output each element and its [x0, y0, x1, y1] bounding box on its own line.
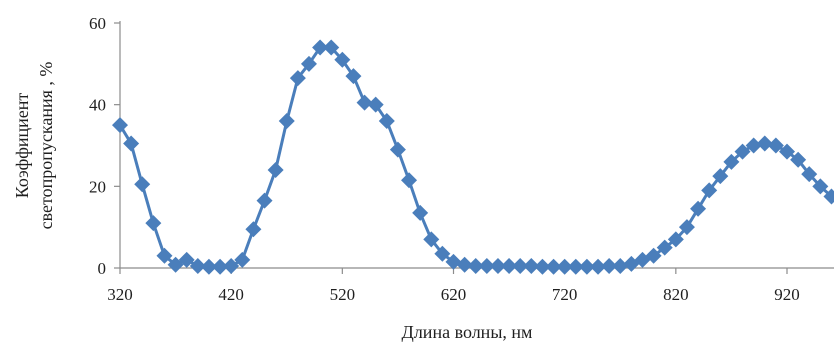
data-point-marker: [456, 256, 473, 273]
series-transmittance: [112, 39, 834, 275]
data-point-marker: [267, 162, 284, 178]
data-point-marker: [378, 113, 395, 129]
data-point-marker: [667, 231, 684, 248]
data-point-marker: [767, 137, 784, 154]
data-point-marker: [612, 257, 629, 274]
x-tick-label: 920: [774, 285, 800, 304]
y-axis-title-line-2: светопропускания , %: [36, 62, 56, 230]
data-point-marker: [234, 251, 251, 268]
axes: [114, 21, 834, 274]
data-point-marker: [112, 117, 128, 134]
data-point-marker: [545, 258, 562, 275]
data-point-marker: [723, 153, 740, 170]
data-point-marker: [678, 219, 695, 236]
data-point-marker: [779, 143, 795, 160]
data-point-marker: [534, 258, 551, 275]
data-point-marker: [367, 96, 384, 113]
data-point-marker: [167, 256, 184, 273]
axis-titles: Длина волны, нм Коэффициент светопропуск…: [12, 62, 532, 342]
data-point-marker: [123, 135, 140, 152]
data-point-marker: [223, 257, 240, 274]
data-point-marker: [812, 178, 829, 195]
data-point-marker: [556, 258, 573, 275]
data-point-marker: [145, 215, 162, 232]
data-point-marker: [523, 257, 540, 274]
data-point-marker: [401, 172, 418, 189]
data-point-marker: [590, 258, 607, 275]
data-point-marker: [623, 255, 640, 272]
data-point-marker: [656, 239, 673, 256]
data-point-marker: [312, 39, 329, 56]
data-point-marker: [178, 251, 195, 268]
x-tick-label: 720: [552, 285, 578, 304]
x-tick-label: 420: [218, 285, 244, 304]
data-point-marker: [423, 231, 440, 248]
data-point-marker: [445, 253, 462, 270]
data-point-marker: [745, 137, 762, 154]
x-tick-label: 620: [441, 285, 467, 304]
data-point-marker: [578, 258, 595, 275]
data-point-marker: [756, 135, 773, 152]
data-point-marker: [501, 257, 518, 274]
data-point-marker: [434, 245, 451, 262]
x-tick-label: 820: [663, 285, 689, 304]
y-tick-label: 20: [89, 177, 106, 196]
data-point-marker: [645, 247, 662, 264]
data-point-marker: [189, 257, 206, 274]
data-point-marker: [345, 68, 362, 85]
y-tick-label: 40: [89, 96, 106, 115]
data-point-marker: [690, 200, 707, 217]
data-point-marker: [801, 166, 818, 183]
x-tick-label: 320: [107, 285, 133, 304]
data-point-marker: [278, 113, 295, 129]
data-point-marker: [512, 257, 529, 274]
y-tick-label: 0: [98, 259, 107, 278]
data-point-marker: [200, 258, 217, 275]
data-point-marker: [601, 257, 618, 274]
data-point-marker: [734, 143, 751, 160]
data-point-marker: [300, 55, 317, 72]
x-tick-label: 520: [330, 285, 356, 304]
data-point-marker: [245, 221, 262, 238]
series-line: [118, 46, 834, 269]
data-point-marker: [212, 258, 229, 275]
data-point-marker: [156, 247, 173, 264]
data-point-marker: [334, 51, 351, 68]
data-point-marker: [701, 182, 718, 199]
data-point-marker: [389, 141, 406, 158]
data-point-marker: [634, 251, 651, 268]
data-point-marker: [790, 151, 807, 168]
data-point-marker: [134, 176, 151, 193]
data-point-marker: [356, 94, 373, 111]
data-point-marker: [712, 168, 729, 185]
data-point-marker: [489, 257, 506, 274]
y-axis-title-line-1: Коэффициент: [12, 93, 32, 199]
tick-labels: 0 20 40 60 320 420 520 620 720 820 920: [89, 14, 800, 304]
data-point-marker: [289, 70, 306, 87]
data-point-marker: [256, 192, 273, 209]
data-point-marker: [412, 204, 429, 221]
data-point-marker: [823, 188, 834, 205]
data-point-marker: [323, 39, 340, 56]
data-point-marker: [478, 257, 495, 274]
data-point-marker: [567, 258, 584, 275]
x-axis-title: Длина волны, нм: [402, 322, 533, 342]
y-tick-label: 60: [89, 14, 106, 33]
data-point-marker: [467, 257, 484, 274]
